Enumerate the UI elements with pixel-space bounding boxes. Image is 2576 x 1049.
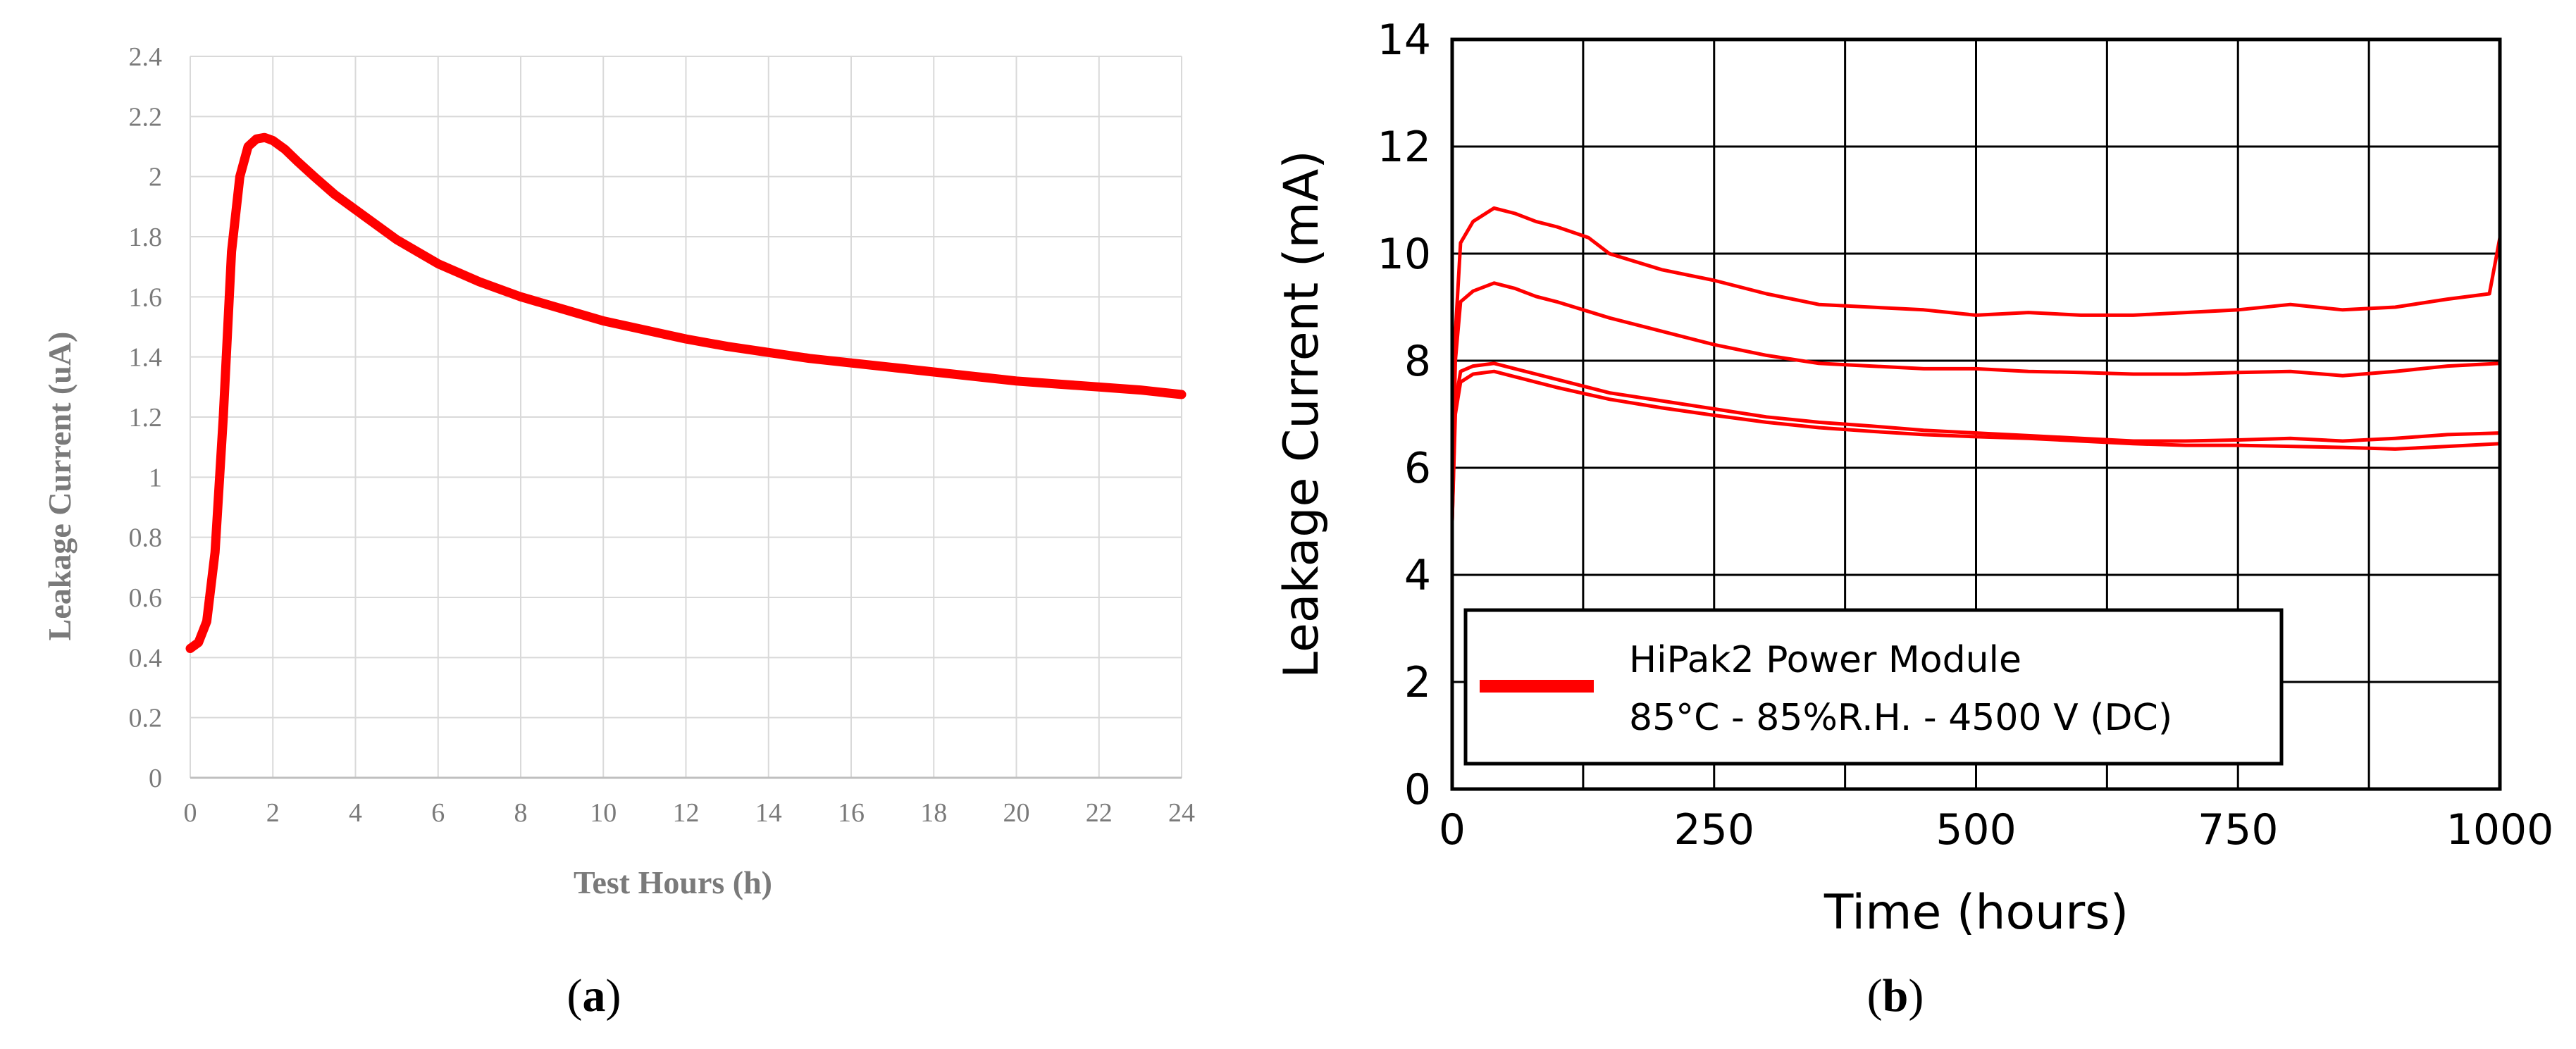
- panel-a-x-tick-label: 4: [349, 798, 362, 828]
- panel-a-label: (a): [567, 970, 621, 1022]
- panel-a-y-tick-label: 0.4: [129, 643, 163, 673]
- panel-a-x-tick-label: 22: [1086, 798, 1113, 828]
- panel-b-x-tick-label: 500: [1936, 805, 2017, 855]
- panel-a-x-tick-label: 6: [431, 798, 445, 828]
- panel-b-y-axis-title: Leakage Current (mA): [1274, 150, 1330, 678]
- panel-b-y-tick-label: 4: [1404, 551, 1431, 600]
- panel-a-y-tick-label: 1.2: [129, 403, 163, 433]
- legend-box: [1463, 608, 2284, 766]
- panel-a-x-tick-label: 18: [920, 798, 947, 828]
- panel-a-x-axis-title: Test Hours (h): [574, 864, 772, 900]
- panel-b-plot-frame: [1450, 37, 2502, 791]
- panel-a-chart: 0 2 4 6 8 10 12 14 16 18 20 22 2400.20.40.60.811.21.…: [42, 42, 1195, 1022]
- panel-a-gridlines: [190, 56, 1182, 779]
- panel-a-x-tick-label: 16: [838, 798, 865, 828]
- panel-a-y-tick-label: 2: [149, 163, 162, 192]
- panel-b-y-tick-label: 12: [1377, 123, 1431, 172]
- panel-a-y-tick-label: 0.2: [129, 704, 163, 733]
- panel-b-y-tick-label: 8: [1404, 337, 1431, 386]
- panel-b-y-tick-label: 0: [1404, 765, 1431, 814]
- panel-a-x-tick-label: 24: [1168, 798, 1195, 828]
- panel-b-series-line-4: [1450, 369, 2501, 522]
- panel-b-y-tick-label: 14: [1377, 15, 1431, 65]
- panel-a-x-tick-label: 2: [266, 798, 280, 828]
- panel-a-y-tick-label: 1.8: [129, 223, 163, 252]
- panel-b-x-tick-label: 0: [1439, 805, 1466, 855]
- panel-a-label-letter: a: [583, 970, 606, 1022]
- panel-b-label: (b): [1867, 970, 1924, 1022]
- panel-a-y-tick-label: 2.4: [129, 42, 163, 72]
- panel-a-x-tick-label: 20: [1003, 798, 1030, 828]
- panel-b-series-line-3: [1450, 361, 2501, 522]
- panel-b-legend: HiPak2 Power Module 85°C - 85%R.H. - 450…: [1463, 608, 2284, 766]
- panel-a-x-tick-label: 10: [590, 798, 617, 828]
- panel-b-x-tick-label: 750: [2198, 805, 2279, 855]
- panel-a-y-tick-label: 0: [149, 764, 162, 793]
- panel-b-tick-labels: 0 250 500 750 1000 0 2 4 6 8 10 12 14: [1377, 15, 2554, 855]
- panel-a-tick-labels: 0 2 4 6 8 10 12 14 16 18 20 22 2400.20.40.60.811.21.…: [129, 42, 1196, 828]
- panel-b-label-letter: b: [1883, 970, 1909, 1022]
- panel-b-series: [1450, 206, 2502, 522]
- panel-a-y-tick-label: 1: [149, 463, 162, 492]
- panel-a-x-tick-label: 0: [184, 798, 197, 828]
- panel-a-series-line-1: [185, 132, 1187, 653]
- panel-b-x-axis-title: Time (hours): [1823, 885, 2129, 941]
- panel-a-y-axis-title: Leakage Current (uA): [42, 332, 78, 641]
- legend-entry-conditions: 85°C - 85%R.H. - 4500 V (DC): [1629, 697, 2172, 739]
- panel-b-y-tick-label: 6: [1404, 444, 1431, 493]
- panel-b-x-tick-label: 1000: [2446, 805, 2554, 855]
- panel-a-series: [185, 132, 1187, 653]
- panel-a-y-tick-label: 0.6: [129, 583, 163, 613]
- panel-b-chart: 0 250 500 750 1000 0 2 4 6 8 10 12 14 Time (hours) L…: [1274, 15, 2553, 1022]
- panel-b-y-tick-label: 10: [1377, 230, 1431, 279]
- panel-a-y-tick-label: 2.2: [129, 102, 163, 132]
- panel-a-x-tick-label: 8: [514, 798, 528, 828]
- panel-a-y-tick-label: 0.8: [129, 523, 163, 553]
- panel-a-x-tick-label: 14: [755, 798, 782, 828]
- panel-b-y-tick-label: 2: [1404, 658, 1431, 707]
- panel-a-y-tick-label: 1.4: [129, 343, 163, 373]
- panel-b-series-line-1: [1450, 206, 2502, 522]
- panel-b-series-line-2: [1450, 281, 2501, 522]
- panel-a-y-tick-label: 1.6: [129, 283, 163, 312]
- panel-b-x-tick-label: 250: [1673, 805, 1754, 855]
- legend-entry-name: HiPak2 Power Module: [1629, 639, 2021, 681]
- panel-a-x-tick-label: 12: [673, 798, 700, 828]
